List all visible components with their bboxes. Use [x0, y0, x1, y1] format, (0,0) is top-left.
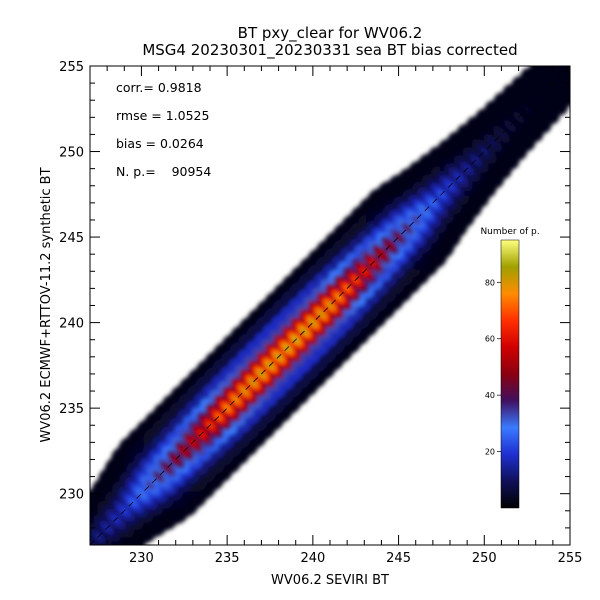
y-tick-label: 230	[59, 488, 84, 503]
colorbar-tick-label: 80	[485, 278, 495, 287]
density-blob	[507, 123, 513, 129]
stat-npoints: N. p.= 90954	[116, 164, 211, 179]
x-axis: 230 235 240 245 250 255	[89, 66, 583, 566]
stat-corr: corr.= 0.9818	[116, 80, 202, 95]
colorbar-tick-label: 20	[485, 448, 495, 457]
x-tick-label: 235	[215, 551, 240, 566]
colorbar: Number of p. 20 40 60 80	[480, 227, 540, 509]
x-tick-label: 240	[300, 551, 325, 566]
density-blob	[249, 379, 257, 386]
y-tick-label: 240	[59, 317, 84, 332]
y-tick-label: 255	[59, 60, 84, 75]
density-blob	[223, 404, 231, 412]
statistics-box: corr.= 0.9818 rmse = 1.0525 bias = 0.026…	[116, 80, 211, 179]
density-blob	[78, 550, 84, 556]
y-tick-label: 250	[59, 146, 84, 161]
x-axis-label: WV06.2 SEVIRI BT	[271, 573, 389, 588]
density-blob	[232, 396, 240, 403]
density-blob	[146, 481, 154, 489]
y-axis-label: WV06.2 ECMWF+RTTOV-11.2 synthetic BT	[39, 167, 54, 442]
density-blob	[490, 140, 496, 146]
y-axis: 230 235 240 245 250 255	[59, 60, 570, 546]
density-blob	[73, 545, 90, 562]
density-blob	[481, 149, 487, 154]
stat-rmse: rmse = 1.0525	[116, 108, 209, 123]
colorbar-tick-label: 60	[485, 335, 495, 344]
x-tick-label: 255	[558, 551, 583, 566]
chart-subtitle: MSG4 20230301_20230331 sea BT bias corre…	[142, 41, 517, 60]
density-blob	[240, 387, 248, 395]
stat-bias: bias = 0.0264	[116, 136, 204, 151]
density-blob	[335, 293, 342, 301]
density-blob	[395, 233, 402, 241]
density-blob	[412, 216, 419, 224]
density-blob	[403, 225, 411, 232]
colorbar-ticks: 20 40 60 80	[485, 278, 501, 457]
colorbar-gradient	[500, 239, 520, 509]
density-blob	[421, 208, 428, 215]
density-blob	[163, 464, 171, 472]
density-blob	[309, 319, 317, 326]
colorbar-title: Number of p.	[480, 227, 539, 237]
density-blob	[155, 473, 162, 480]
chart-title: BT pxy_clear for WV06.2	[238, 24, 423, 43]
density-blob	[76, 548, 87, 559]
colorbar-tick-label: 40	[485, 391, 495, 400]
x-tick-label: 245	[386, 551, 411, 566]
density-blob	[138, 490, 145, 497]
identity-line	[89, 65, 571, 546]
y-tick-label: 235	[59, 402, 84, 417]
x-tick-label: 250	[472, 551, 497, 566]
density-blob	[326, 302, 334, 309]
density-blob	[499, 132, 504, 137]
x-tick-label: 230	[129, 551, 154, 566]
density-blob	[318, 310, 325, 318]
y-tick-label: 245	[59, 231, 84, 246]
